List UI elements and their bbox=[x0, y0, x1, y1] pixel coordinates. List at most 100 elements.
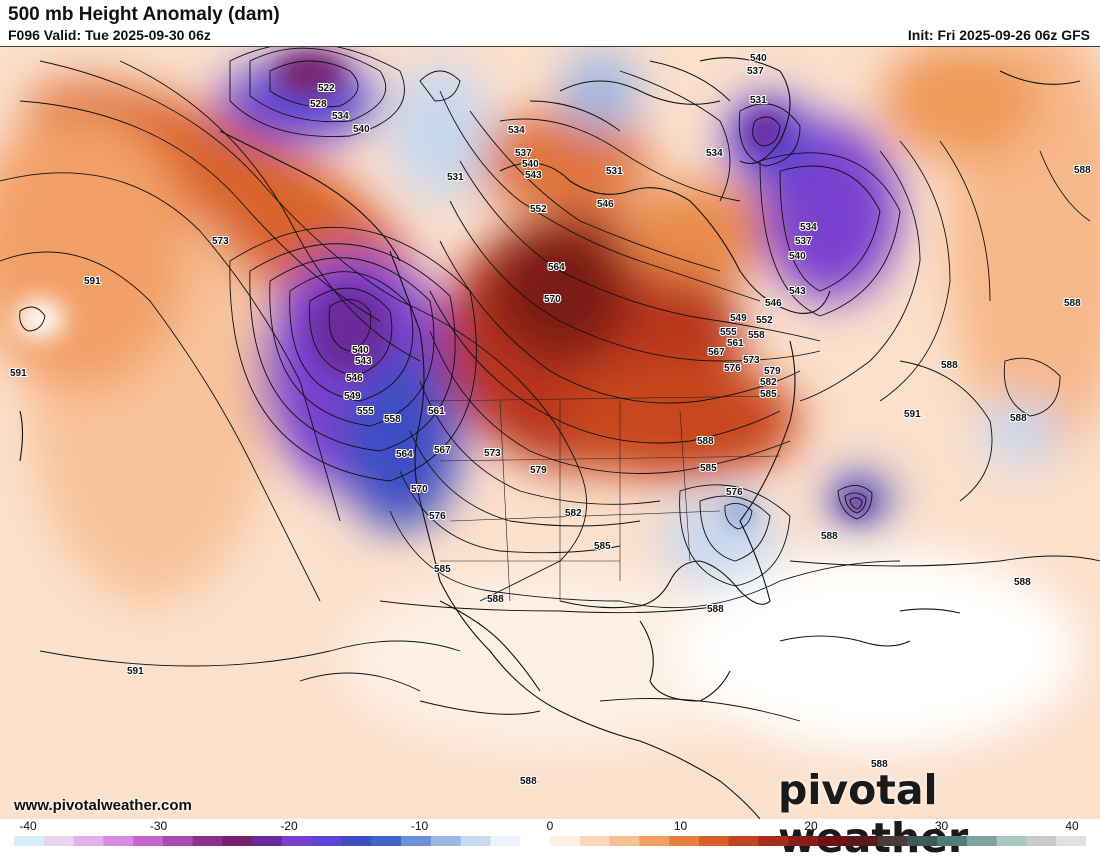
colorbar-tick-label: 40 bbox=[1065, 819, 1079, 833]
contour-label: 588 bbox=[1014, 577, 1031, 588]
colorbar-swatch bbox=[728, 836, 759, 846]
contour-label: 543 bbox=[355, 356, 372, 367]
contour-label: 588 bbox=[941, 360, 958, 371]
anomaly-map: 522 528 534 540 534 537 540 543 531 546 … bbox=[0, 46, 1100, 819]
contour-label: 588 bbox=[697, 436, 714, 447]
contour-label: 522 bbox=[318, 83, 335, 94]
contour-label: 567 bbox=[434, 445, 451, 456]
contour-label: 588 bbox=[871, 759, 888, 770]
colorbar-swatch bbox=[877, 836, 908, 846]
colorbar-tick-label: -10 bbox=[410, 819, 429, 833]
anomaly-colorbar bbox=[14, 836, 1086, 846]
colorbar-tick-label: 20 bbox=[804, 819, 818, 833]
contour-label: 585 bbox=[434, 564, 451, 575]
colorbar-swatch bbox=[609, 836, 640, 846]
valid-time: F096 Valid: Tue 2025-09-30 06z bbox=[8, 27, 211, 43]
colorbar-swatch bbox=[847, 836, 879, 846]
colorbar-swatch bbox=[1056, 836, 1086, 846]
contour-label: 570 bbox=[544, 294, 561, 305]
colorbar-swatch bbox=[192, 836, 223, 846]
colorbar-swatch bbox=[550, 836, 581, 846]
contour-label: 588 bbox=[1074, 165, 1091, 176]
colorbar-tick-label: -30 bbox=[149, 819, 168, 833]
init-time: Init: Fri 2025-09-26 06z GFS bbox=[907, 27, 1090, 43]
colorbar-swatch bbox=[758, 836, 789, 846]
map-title: 500 mb Height Anomaly (dam) bbox=[8, 4, 280, 25]
colorbar-swatch bbox=[103, 836, 134, 846]
colorbar-swatch bbox=[252, 836, 283, 846]
colorbar-tick-label: -40 bbox=[19, 819, 37, 833]
contour-label: 534 bbox=[332, 111, 349, 122]
contour-label: 561 bbox=[727, 338, 744, 349]
contour-label: 543 bbox=[525, 170, 542, 181]
contour-label: 549 bbox=[730, 313, 747, 324]
colorbar-swatch bbox=[639, 836, 670, 846]
contour-label: 588 bbox=[1064, 298, 1081, 309]
contour-label: 573 bbox=[484, 448, 501, 459]
contour-label: 552 bbox=[530, 204, 547, 215]
contour-label: 576 bbox=[429, 511, 446, 522]
anomaly-shading bbox=[0, 47, 1100, 751]
colorbar-swatch bbox=[311, 836, 343, 846]
colorbar-swatch bbox=[133, 836, 164, 846]
contour-label: 591 bbox=[84, 276, 101, 287]
contour-label: 540 bbox=[352, 345, 369, 356]
contour-label: 543 bbox=[789, 286, 806, 297]
colorbar-tick-label: 10 bbox=[673, 819, 688, 833]
contour-label: 534 bbox=[508, 125, 525, 136]
colorbar-swatch bbox=[907, 836, 938, 846]
contour-label: 585 bbox=[760, 389, 777, 400]
contour-label: 540 bbox=[789, 251, 806, 262]
contour-label: 588 bbox=[520, 776, 537, 787]
colorbar-swatch bbox=[698, 836, 730, 846]
contour-label: 537 bbox=[795, 236, 812, 247]
contour-label-group: 522 528 534 540 534 537 540 543 531 546 … bbox=[9, 52, 1092, 788]
colorbar-swatch bbox=[1026, 836, 1057, 846]
contour-label: 576 bbox=[726, 487, 743, 498]
contour-label: 591 bbox=[10, 368, 27, 379]
contour-label: 537 bbox=[747, 66, 764, 77]
colorbar-swatch bbox=[669, 836, 700, 846]
contour-label: 588 bbox=[1010, 413, 1027, 424]
coastlines bbox=[19, 57, 1081, 819]
colorbar-tick-label: 30 bbox=[934, 819, 949, 833]
contour-label: 528 bbox=[310, 99, 327, 110]
colorbar-swatch bbox=[966, 836, 998, 846]
map-header: 500 mb Height Anomaly (dam) F096 Valid: … bbox=[0, 0, 1100, 46]
contour-label: 591 bbox=[904, 409, 921, 420]
contour-label: 546 bbox=[765, 298, 782, 309]
colorbar-swatch bbox=[490, 836, 521, 846]
colorbar-swatch bbox=[14, 836, 45, 846]
contour-label: 558 bbox=[384, 414, 401, 425]
contour-label: 555 bbox=[720, 327, 737, 338]
contour-label: 546 bbox=[346, 373, 363, 384]
colorbar-swatch bbox=[73, 836, 104, 846]
contour-label: 573 bbox=[212, 236, 229, 247]
colorbar-swatch bbox=[520, 836, 551, 846]
contour-label: 582 bbox=[760, 377, 777, 388]
contour-label: 564 bbox=[548, 262, 565, 273]
contour-label: 576 bbox=[724, 363, 741, 374]
colorbar-tick-label: 0 bbox=[546, 819, 554, 833]
contour-label: 579 bbox=[530, 465, 547, 476]
contour-label: 552 bbox=[756, 315, 773, 326]
contour-label: 534 bbox=[706, 148, 723, 159]
contour-label: 585 bbox=[594, 541, 611, 552]
colorbar-swatch bbox=[788, 836, 819, 846]
contour-label: 540 bbox=[353, 124, 370, 135]
colorbar-swatch bbox=[937, 836, 968, 846]
contour-label: 558 bbox=[748, 330, 765, 341]
colorbar-swatch bbox=[996, 836, 1027, 846]
contour-label: 540 bbox=[522, 159, 539, 170]
contour-label: 579 bbox=[764, 366, 781, 377]
contour-label: 591 bbox=[127, 666, 144, 677]
contour-label: 585 bbox=[700, 463, 717, 474]
colorbar-swatch bbox=[430, 836, 462, 846]
contour-label: 546 bbox=[597, 199, 614, 210]
contour-label: 534 bbox=[800, 222, 817, 233]
colorbar-tick-label: -20 bbox=[280, 819, 298, 833]
colorbar-swatch bbox=[43, 836, 75, 846]
contour-label: 588 bbox=[707, 604, 724, 615]
contour-label: 549 bbox=[344, 391, 361, 402]
colorbar-swatch bbox=[282, 836, 313, 846]
